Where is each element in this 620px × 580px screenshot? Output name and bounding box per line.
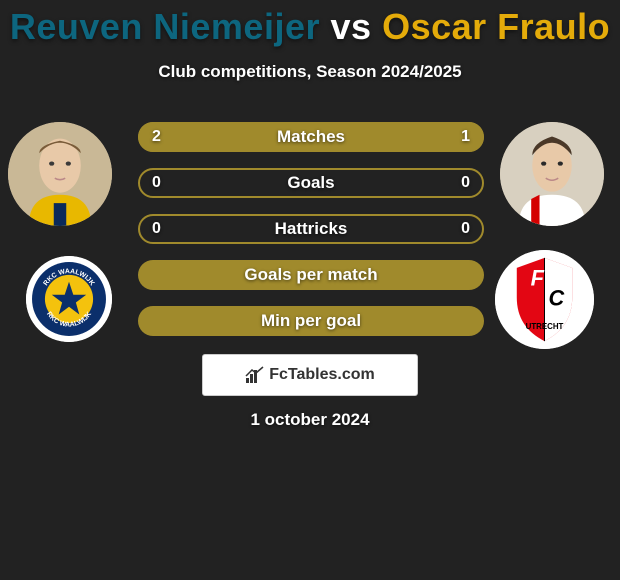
stat-label: Goals per match <box>138 260 484 290</box>
stat-label: Min per goal <box>138 306 484 336</box>
stat-row: Hattricks0 0 <box>138 214 484 244</box>
svg-text:F: F <box>531 266 545 291</box>
stat-label: Hattricks <box>138 214 484 244</box>
stat-label: Goals <box>138 168 484 198</box>
svg-text:UTRECHT: UTRECHT <box>526 322 564 331</box>
stat-value-left: 0 <box>152 214 161 244</box>
stat-row: Matches2 1 <box>138 122 484 152</box>
stat-row: Min per goal <box>138 306 484 336</box>
stat-row: Goals per match <box>138 260 484 290</box>
title-player1: Reuven Niemeijer <box>10 6 320 47</box>
date-label: 1 october 2024 <box>0 410 620 430</box>
title-vs: vs <box>331 6 372 47</box>
subtitle: Club competitions, Season 2024/2025 <box>0 62 620 82</box>
stat-bars: Matches21Goals00Hattricks00Goals per mat… <box>138 122 484 352</box>
stat-row: Goals0 0 <box>138 168 484 198</box>
player-right-avatar <box>500 122 604 226</box>
stat-value-left: 2 <box>152 122 161 152</box>
club-left-badge: RKC WAALWIJK RKC WAALWIJK <box>26 256 112 342</box>
stat-value-right: 0 <box>461 214 470 244</box>
chart-icon <box>245 366 265 384</box>
svg-text:C: C <box>548 285 564 310</box>
stat-label: Matches <box>138 122 484 152</box>
stat-value-left: 0 <box>152 168 161 198</box>
source-badge-text: FcTables.com <box>269 366 375 384</box>
page-title: Reuven Niemeijer vs Oscar Fraulo <box>0 0 620 48</box>
stat-value-right: 0 <box>461 168 470 198</box>
player-left-avatar <box>8 122 112 226</box>
stat-value-right: 1 <box>461 122 470 152</box>
source-badge: FcTables.com <box>202 354 418 396</box>
club-right-badge: F C UTRECHT <box>495 250 594 349</box>
title-player2: Oscar Fraulo <box>382 6 610 47</box>
